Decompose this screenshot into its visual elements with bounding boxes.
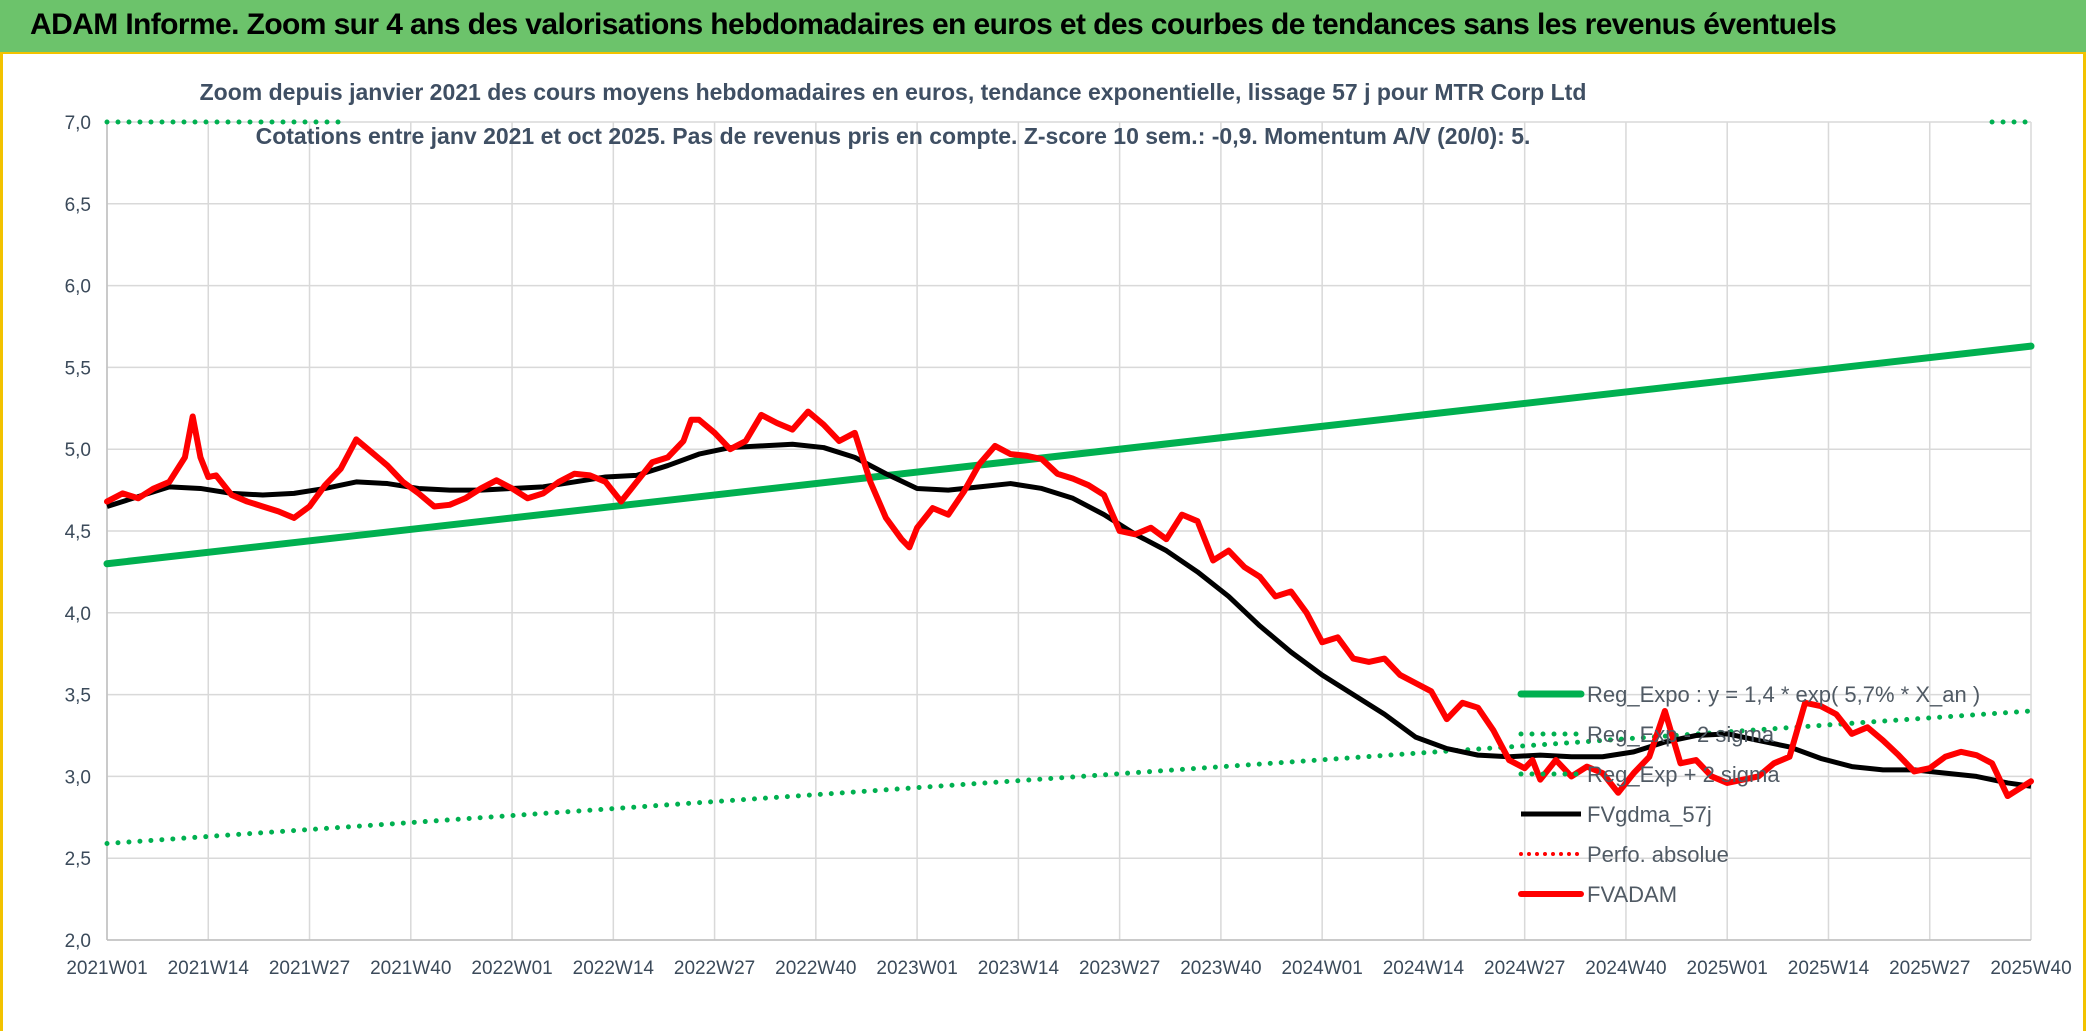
series-line-price xyxy=(104,408,2034,800)
x-tick-label: 2021W27 xyxy=(269,958,350,979)
y-tick-label: 6,0 xyxy=(65,277,91,298)
series-group xyxy=(103,119,2035,846)
legend-label-gdma: FVgdma_57j xyxy=(1587,802,1712,827)
y-tick-label: 5,5 xyxy=(65,358,91,379)
y-tick-label: 7,0 xyxy=(65,113,91,134)
x-tick-label: 2021W01 xyxy=(66,958,147,979)
report-banner: ADAM Informe. Zoom sur 4 ans des valoris… xyxy=(0,0,2086,54)
legend: Reg_Expo : y = 1,4 * exp( 5,7% * X_an ) R… xyxy=(1517,682,1980,907)
x-tick-label: 2025W01 xyxy=(1687,958,1768,979)
x-tick-label: 2021W14 xyxy=(168,958,250,979)
x-tick-label: 2022W14 xyxy=(573,958,655,979)
x-tick-label: 2022W27 xyxy=(674,958,755,979)
report-title: ADAM Informe. Zoom sur 4 ans des valoris… xyxy=(30,8,1837,41)
axes: 2,0 2,5 3,0 3,5 4,0 4,5 5,0 5,5 6,0 6,5 7,0 2021W01… xyxy=(65,113,2072,979)
chart-subtitle: Cotations entre janv 2021 et oct 2025. P… xyxy=(256,123,1531,149)
legend-label-reg: Reg_Expo : y = 1,4 * exp( 5,7% * X_an ) xyxy=(1587,682,1980,707)
x-tick-label: 2024W40 xyxy=(1585,958,1666,979)
legend-label-perf: Perfo. absolue xyxy=(1587,842,1729,867)
legend-label-plus: Reg_Exp + 2 sigma xyxy=(1587,762,1780,787)
series-line-gdma xyxy=(106,441,2032,789)
chart-title: Zoom depuis janvier 2021 des cours moyen… xyxy=(200,79,1587,105)
y-tick-label: 2,5 xyxy=(65,849,91,870)
x-tick-label: 2023W27 xyxy=(1079,958,1160,979)
x-tick-label: 2025W14 xyxy=(1788,958,1870,979)
x-tick-label: 2024W27 xyxy=(1484,958,1565,979)
y-tick-label: 4,0 xyxy=(65,604,91,625)
chart-frame: 2,0 2,5 3,0 3,5 4,0 4,5 5,0 5,5 6,0 6,5 7,0 2021W01… xyxy=(0,54,2086,1031)
x-tick-label: 2023W01 xyxy=(876,958,957,979)
y-tick-label: 5,0 xyxy=(65,440,91,461)
x-tick-label: 2023W14 xyxy=(978,958,1060,979)
x-tick-label: 2024W14 xyxy=(1383,958,1465,979)
x-tick-label: 2024W01 xyxy=(1281,958,1362,979)
y-tick-label: 4,5 xyxy=(65,522,91,543)
y-tick-label: 3,0 xyxy=(65,767,91,788)
x-tick-label: 2021W40 xyxy=(370,958,451,979)
x-tick-label: 2025W27 xyxy=(1889,958,1970,979)
legend-label-minus: Reg_Exp - 2 sigma xyxy=(1587,722,1775,747)
x-tick-label: 2022W40 xyxy=(775,958,856,979)
series-line-reg xyxy=(103,342,2035,568)
line-chart: 2,0 2,5 3,0 3,5 4,0 4,5 5,0 5,5 6,0 6,5 7,0 2021W01… xyxy=(65,79,2072,979)
y-tick-label: 3,5 xyxy=(65,686,91,707)
legend-label-price: FVADAM xyxy=(1587,882,1677,907)
y-tick-label: 6,5 xyxy=(65,195,91,216)
x-tick-label: 2025W40 xyxy=(1990,958,2071,979)
x-tick-label: 2022W01 xyxy=(471,958,552,979)
x-tick-label: 2023W40 xyxy=(1180,958,1261,979)
y-tick-label: 2,0 xyxy=(65,931,91,952)
